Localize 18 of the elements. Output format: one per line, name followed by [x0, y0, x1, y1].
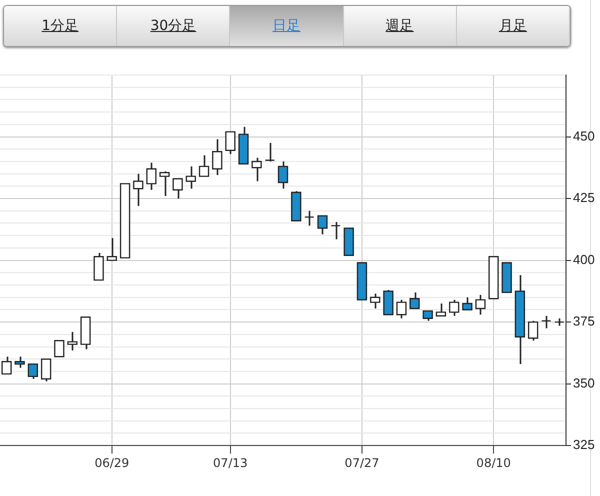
- text: 1分足: [4, 6, 118, 46]
- x-tick-label: 07/27: [344, 456, 380, 470]
- y-tick-label: 425: [573, 190, 595, 206]
- text: 30分足: [117, 6, 230, 46]
- y-tick-label: 400: [573, 252, 595, 267]
- candlestick: [54, 340, 64, 358]
- text: 月足: [456, 6, 570, 46]
- text: 週足: [344, 6, 457, 46]
- y-tick-label: 325: [573, 437, 595, 452]
- y-tick-label: 375: [573, 314, 595, 329]
- x-tick-label: 08/10: [476, 456, 511, 470]
- candlestick: [212, 138, 222, 176]
- y-tick-label: 350: [573, 375, 595, 390]
- x-tick-label: 06/29: [94, 456, 130, 470]
- y-tick-label: 450: [573, 128, 595, 144]
- candlestick: [172, 178, 183, 200]
- x-tick-label: 07/13: [213, 456, 248, 470]
- text: 日足: [230, 6, 344, 46]
